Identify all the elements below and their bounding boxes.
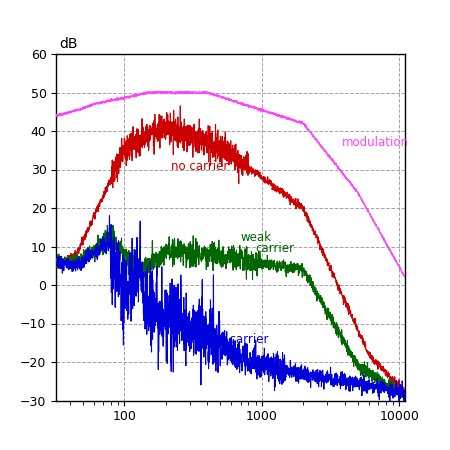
Text: dB: dB [60,36,78,50]
Text: weak: weak [240,231,271,244]
Text: strong carrier: strong carrier [188,333,268,346]
Text: carrier: carrier [256,242,294,255]
Text: no carrier: no carrier [171,159,229,172]
Text: modulation: modulation [342,136,409,149]
